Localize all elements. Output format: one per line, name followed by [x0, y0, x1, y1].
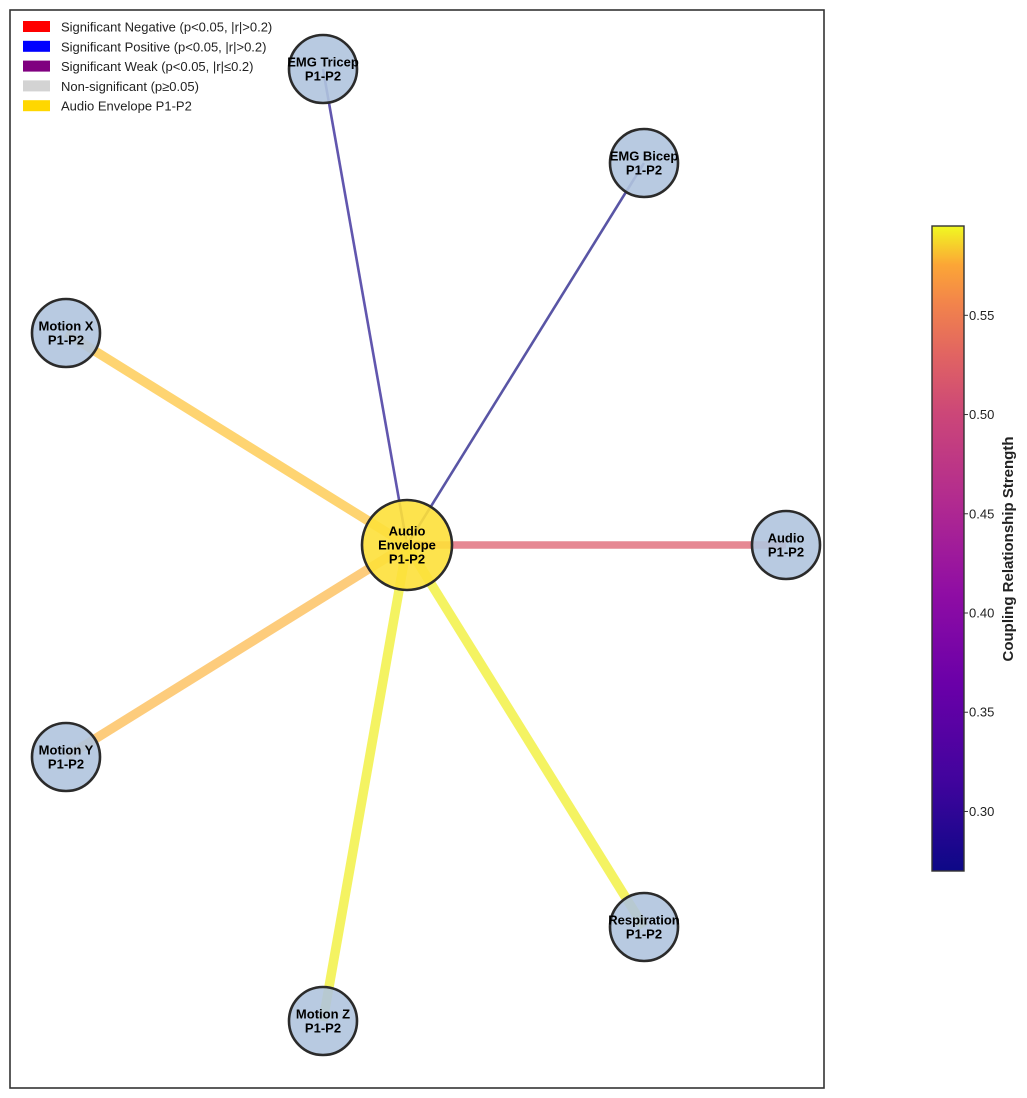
edge-audio-envelope-to-motion-y: [63, 540, 410, 762]
legend-label-1: Significant Positive (p<0.05, |r|>0.2): [61, 39, 266, 54]
colorbar-ticks: 0.30 0.35 0.40 0.45 0.50 0.55: [964, 308, 994, 819]
legend-swatch-0: [23, 21, 50, 32]
colorbar-gradient: [931, 225, 965, 872]
node-label-respiration-line-0: Respiration: [608, 913, 680, 928]
node-label-motion-x-line-0: Motion X: [39, 319, 94, 334]
legend-swatch-1: [23, 40, 50, 52]
legend: Significant Negative (p<0.05, |r|>0.2) Si…: [23, 20, 272, 114]
node-label-audio-line-0: Audio: [768, 531, 805, 546]
node-label-audio-envelope-line-1: Envelope: [378, 538, 436, 553]
node-label-emg-tricep-line-1: P1-P2: [305, 69, 341, 84]
node-circle-emg-tricep: [287, 33, 359, 105]
node-circle-motion-z: [287, 985, 359, 1057]
legend-label-4: Audio Envelope P1-P2: [61, 99, 192, 114]
colorbar-tick-label-1: 0.35: [969, 705, 994, 720]
node-label-respiration-line-1: P1-P2: [626, 927, 662, 942]
node-label-emg-bicep-line-0: EMG Bicep: [610, 149, 679, 164]
node-label-emg-bicep-line-1: P1-P2: [626, 163, 662, 178]
node-label-audio-envelope-line-2: P1-P2: [389, 552, 425, 567]
node-motion-x: Motion XP1-P2: [30, 297, 102, 369]
node-motion-y: Motion YP1-P2: [30, 721, 102, 793]
edges-layer: [63, 68, 786, 1022]
edge-audio-envelope-to-respiration: [402, 542, 649, 930]
node-label-emg-tricep-line-0: EMG Tricep: [287, 55, 359, 70]
legend-label-2: Significant Weak (p<0.05, |r|≤0.2): [61, 59, 254, 74]
colorbar-label: Coupling Relationship Strength: [1000, 437, 1017, 662]
colorbar-tick-label-3: 0.45: [969, 506, 994, 521]
node-circle-motion-y: [30, 721, 102, 793]
edge-audio-envelope-to-motion-z: [318, 544, 412, 1022]
edge-audio-envelope-to-emg-tricep: [321, 68, 409, 546]
legend-label-3: Non-significant (p≥0.05): [61, 79, 199, 94]
node-circle-emg-bicep: [608, 127, 680, 199]
node-label-motion-z-line-1: P1-P2: [305, 1021, 341, 1036]
node-motion-z: Motion ZP1-P2: [287, 985, 359, 1057]
colorbar-tick-label-2: 0.40: [969, 606, 994, 621]
edge-audio-envelope-to-emg-bicep: [405, 162, 646, 546]
legend-label-0: Significant Negative (p<0.05, |r|>0.2): [61, 20, 272, 35]
edge-audio-envelope-to-motion-x: [63, 328, 410, 550]
node-circle-respiration: [608, 891, 680, 963]
colorbar-tick-label-0: 0.30: [969, 804, 994, 819]
colorbar-tick-label-5: 0.55: [969, 308, 994, 323]
node-label-motion-y-line-1: P1-P2: [48, 757, 84, 772]
colorbar: 0.30 0.35 0.40 0.45 0.50 0.55 Coupling Relati…: [931, 225, 1017, 872]
node-circle-audio-envelope: [360, 498, 454, 592]
node-label-motion-x-line-1: P1-P2: [48, 333, 84, 348]
node-label-audio-line-1: P1-P2: [768, 545, 804, 560]
colorbar-tick-label-4: 0.50: [969, 407, 994, 422]
legend-swatch-2: [23, 60, 50, 72]
node-label-audio-envelope-line-0: Audio: [389, 524, 426, 539]
node-label-motion-z-line-0: Motion Z: [296, 1007, 350, 1022]
legend-swatch-4: [23, 100, 50, 112]
legend-swatch-3: [23, 80, 50, 92]
node-circle-audio: [750, 509, 822, 581]
node-label-motion-y-line-0: Motion Y: [39, 743, 94, 758]
node-circle-motion-x: [30, 297, 102, 369]
